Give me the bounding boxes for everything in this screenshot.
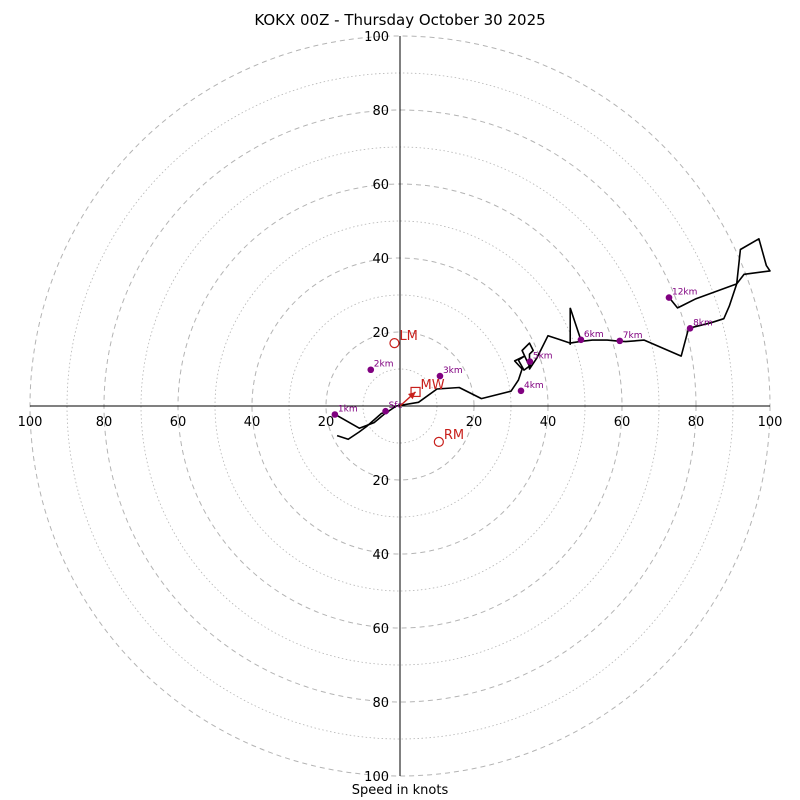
height-marker-4km [517,387,525,395]
tick-label-right: 20 [466,415,483,430]
tick-label-down: 20 [372,474,389,489]
hodograph-trace-spike [569,307,583,345]
tick-label-left: 20 [318,415,335,430]
motion-label-LM: LM [399,329,417,344]
height-label-7km: 7km [623,331,643,341]
tick-label-down: 100 [364,770,389,785]
tick-label-right: 40 [540,415,557,430]
height-marker-5km [526,358,534,365]
motion-marker-LM [389,338,400,349]
tick-label-down: 80 [372,696,389,711]
x-axis-label: Speed in knots [351,783,449,798]
tick-label-up: 40 [372,252,389,267]
tick-label-left: 100 [18,415,43,430]
height-marker-8km [686,325,694,332]
tick-label-right: 80 [688,415,705,430]
tick-label-down: 40 [372,548,389,563]
tick-label-left: 40 [244,415,261,430]
height-label-2km: 2km [374,360,394,370]
height-label-12km: 12km [672,288,697,298]
height-label-6km: 6km [584,330,604,340]
storm-motion-arrowhead [408,391,416,400]
tick-label-up: 20 [372,326,389,341]
height-marker-Sfc [382,407,389,415]
tick-label-down: 60 [372,622,389,637]
height-marker-6km [577,336,585,344]
height-marker-12km [665,294,673,301]
tick-label-right: 100 [758,415,783,430]
motion-marker-MW [410,386,421,398]
tick-label-up: 100 [364,30,389,45]
motion-label-MW: MW [421,378,445,393]
hodograph-trace-tail [336,410,390,441]
height-label-3km: 3km [443,366,463,376]
hodograph-trace [333,238,771,430]
tick-label-left: 80 [96,415,113,430]
height-label-5km: 5km [533,352,553,362]
height-marker-2km [367,366,375,374]
tick-label-left: 60 [170,415,187,430]
height-marker-7km [616,337,624,345]
chart-title: KOKX 00Z - Thursday October 30 2025 [254,11,546,29]
height-marker-1km [331,411,339,418]
motion-label-RM: RM [444,428,464,443]
tick-label-up: 80 [372,104,389,119]
tick-label-up: 60 [372,178,389,193]
height-marker-3km [436,372,444,380]
height-label-4km: 4km [524,381,544,391]
height-label-1km: 1km [338,405,358,415]
motion-marker-RM [433,436,444,447]
tick-label-right: 60 [614,415,631,430]
height-label-Sfc: Sfc [389,401,403,411]
height-label-8km: 8km [693,318,713,328]
